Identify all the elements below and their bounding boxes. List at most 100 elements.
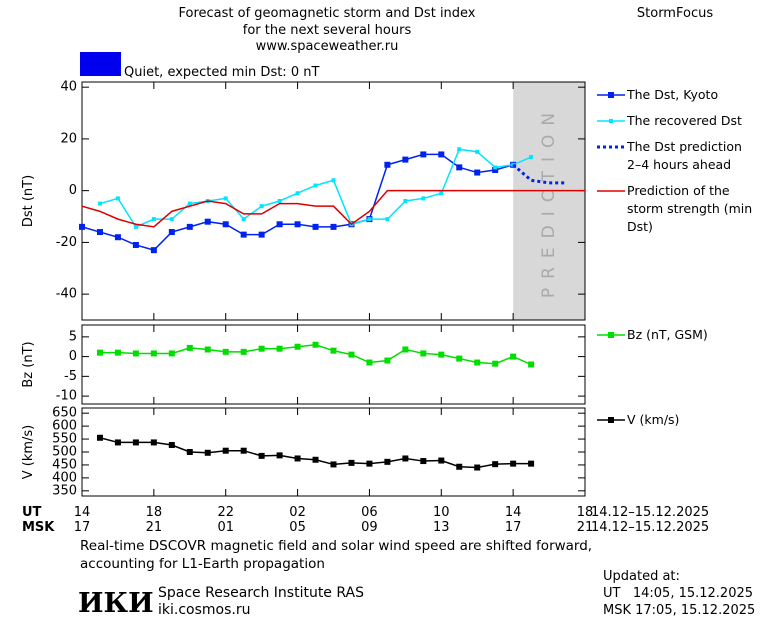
data-point [150,247,157,254]
msk-label: MSK [22,520,55,535]
data-point [474,169,481,176]
data-point [276,221,283,228]
x-tick-label: 18 [146,505,163,520]
data-point [115,196,120,201]
data-point [438,457,445,464]
data-point [420,151,427,158]
data-point [384,161,391,168]
data-point [132,439,139,446]
data-point [456,164,463,171]
data-point [330,223,337,230]
data-point [258,345,265,352]
data-point [529,155,534,160]
data-point [312,456,319,463]
y-axis-title: Bz (nT) [21,341,36,387]
data-point [456,463,463,470]
url: www.spaceweather.ru [256,39,399,54]
data-point [240,348,247,355]
y-tick-label: -5 [64,369,77,384]
series-line [99,148,532,228]
prediction-label: PREDICTION [539,104,559,298]
data-point [492,360,499,367]
data-point [132,241,139,248]
legend-marker [608,332,614,338]
data-point [385,217,390,222]
data-point [493,165,498,170]
legend-label-box: The Dst, Kyoto [627,87,719,102]
data-point [277,199,282,203]
msk-tick-label: 05 [289,520,306,535]
updated-ut: UT 14:05, 15.12.2025 [603,586,753,601]
y-tick-label: 500 [52,445,77,460]
data-point [403,199,408,203]
y-tick-label: 40 [60,80,77,95]
legend-marker [608,417,614,423]
x-tick-label: 22 [217,505,234,520]
legend-label: Prediction of the storm strength (min Ds… [627,183,753,234]
legend-marker [609,119,613,123]
data-point [186,449,193,455]
data-point [240,447,247,454]
data-point [168,229,175,236]
data-point [294,343,301,350]
data-point [114,349,121,356]
legend-label: The recovered Dst [627,113,742,128]
data-point [222,348,229,355]
data-point [439,191,444,196]
legend-label-box: Prediction of the storm strength (min Ds… [627,183,753,234]
data-point [186,344,193,351]
data-point [492,166,499,173]
data-point [457,147,462,152]
series-line [512,163,568,185]
data-point [97,201,102,206]
y-tick-label: 350 [52,483,77,498]
plot-frame [81,324,586,405]
y-tick-label: 5 [69,329,77,344]
msk-tick-label: 09 [361,520,378,535]
msk-tick-label: 17 [505,520,522,535]
institute: Space Research Institute RAS [158,585,364,601]
data-point [511,162,516,167]
data-point [438,151,445,158]
site: iki.cosmos.ru [158,602,250,618]
data-point [366,359,373,366]
data-point [276,452,283,459]
series-line [99,437,532,469]
y-tick-label: 0 [69,183,77,198]
data-point [384,357,391,364]
legend-label: The Dst, Kyoto [627,87,719,102]
msk-tick-label: 17 [74,520,91,535]
subtitle: for the next several hours [243,23,412,38]
y-tick-label: 650 [52,406,77,421]
data-point [330,461,337,468]
data-point [367,217,372,222]
data-point [510,460,517,467]
data-point [420,350,427,357]
legend-marker [608,92,614,98]
msk-tick-label: 21 [146,520,163,535]
data-point [312,223,319,230]
y-axis-title: Dst (nT) [21,175,36,227]
data-point [186,223,193,230]
data-point [421,196,426,201]
data-point [348,351,355,358]
y-tick-label: -20 [56,235,77,250]
data-point [150,350,157,357]
data-point [402,346,409,353]
data-point [168,350,175,357]
title: Forecast of geomagnetic storm and Dst in… [178,6,475,21]
x-tick-label: 02 [289,505,306,520]
msk-tick-label: 13 [433,520,450,535]
data-point [528,460,535,467]
data-point [276,345,283,352]
data-point [79,223,85,230]
data-point [348,459,355,466]
data-point [330,347,337,354]
data-point [204,218,211,225]
y-tick-label: 450 [52,457,77,472]
msk-tick-label: 21 [577,520,594,535]
note: Real-time DSCOVR magnetic field and sola… [80,538,593,572]
data-point [313,183,318,188]
ut-dates: 14.12–15.12.2025 [591,505,709,520]
